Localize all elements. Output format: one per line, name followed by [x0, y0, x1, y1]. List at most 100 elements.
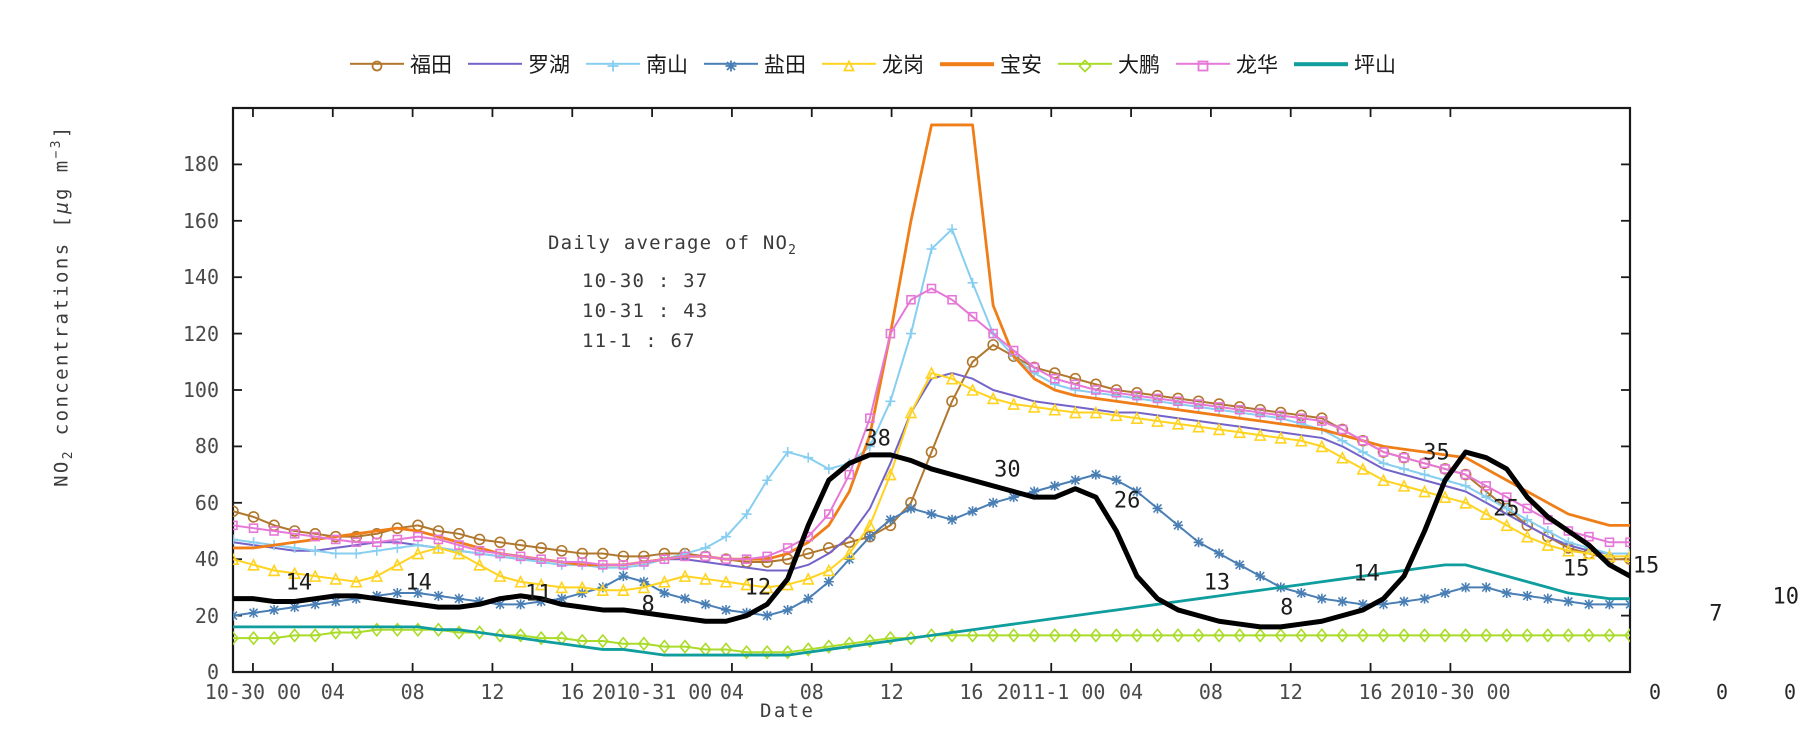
legend-item-0[interactable]: 福田 — [350, 49, 452, 79]
star-marker-icon — [762, 610, 773, 621]
legend-item-label: 宝安 — [1000, 53, 1042, 77]
star-marker-icon — [1049, 480, 1060, 491]
triangle-marker-icon — [1233, 425, 1246, 439]
star-marker-icon — [597, 582, 608, 593]
diamond-marker-icon — [514, 628, 527, 643]
circle-marker-icon — [1316, 412, 1328, 425]
circle-marker-icon — [473, 533, 486, 546]
diamond-marker-icon — [884, 630, 897, 646]
diamond-marker-icon — [233, 630, 240, 646]
triangle-marker-icon — [884, 467, 897, 481]
square-marker-icon — [474, 545, 485, 556]
star-marker-icon — [1152, 503, 1163, 514]
triangle-marker-icon — [740, 577, 753, 591]
legend-item-5[interactable]: 宝安 — [940, 49, 1042, 79]
square-marker-icon — [1584, 531, 1594, 542]
square-marker-icon — [1152, 393, 1163, 404]
circle-marker-icon — [555, 544, 568, 557]
triangle-marker-icon — [1048, 402, 1062, 416]
square-marker-icon — [1460, 469, 1471, 480]
circle-marker-icon — [514, 539, 527, 551]
circle-marker-icon — [453, 528, 465, 540]
star-marker-icon — [556, 593, 567, 604]
square-marker-icon — [330, 534, 341, 545]
square-marker-icon — [1008, 345, 1019, 356]
star-marker-icon — [495, 599, 506, 610]
daily-average-annotation: Daily average of NO2 10-30 : 37 10-31 : … — [548, 228, 797, 356]
legend-item-2[interactable]: 南山 — [586, 49, 688, 79]
legend-line-sample-icon — [586, 54, 640, 74]
diamond-marker-icon — [843, 636, 856, 652]
legend-item-label: 龙岗 — [882, 53, 924, 77]
triangle-marker-icon — [1130, 411, 1144, 425]
legend-line-sample-icon — [350, 54, 404, 74]
square-marker-icon — [1419, 458, 1430, 469]
triangle-marker-icon — [658, 574, 671, 588]
square-marker-icon — [1029, 362, 1040, 373]
diamond-marker-icon — [1151, 628, 1164, 643]
star-marker-icon — [1501, 588, 1512, 599]
square-marker-icon — [1111, 388, 1122, 398]
triangle-marker-icon — [719, 574, 733, 588]
legend-item-8[interactable]: 坪山 — [1294, 49, 1396, 79]
star-marker-icon — [679, 593, 690, 604]
triangle-marker-icon — [1069, 405, 1082, 419]
square-marker-icon — [372, 537, 382, 548]
star-marker-icon — [782, 604, 793, 615]
square-marker-icon — [413, 531, 423, 542]
square-marker-icon — [515, 551, 526, 562]
plus-marker-icon — [392, 542, 403, 553]
diamond-marker-icon — [1089, 628, 1102, 643]
circle-marker-icon — [1624, 553, 1630, 565]
star-marker-icon — [310, 599, 321, 610]
triangle-marker-icon — [1459, 496, 1472, 509]
plus-marker-icon — [782, 447, 793, 458]
square-marker-icon — [988, 328, 998, 339]
star-marker-icon — [1255, 571, 1266, 582]
square-marker-icon — [639, 557, 649, 567]
legend-item-7[interactable]: 龙华 — [1176, 49, 1278, 79]
triangle-marker-icon — [1192, 419, 1205, 433]
diamond-marker-icon — [494, 628, 507, 643]
plus-marker-icon — [351, 548, 362, 559]
legend-item-label: 南山 — [646, 53, 688, 77]
legend-item-6[interactable]: 大鹏 — [1058, 49, 1160, 79]
square-marker-icon — [1214, 402, 1224, 412]
diamond-marker-icon — [350, 625, 363, 640]
star-marker-icon — [289, 602, 300, 613]
legend-item-3[interactable]: 盐田 — [704, 49, 806, 79]
star-marker-icon — [1214, 548, 1225, 559]
square-marker-icon — [536, 554, 546, 565]
legend-item-1[interactable]: 罗湖 — [468, 49, 570, 79]
triangle-marker-icon — [1520, 529, 1534, 543]
plus-marker-icon — [1357, 447, 1368, 458]
square-marker-icon — [1625, 537, 1630, 548]
legend-item-label: 大鹏 — [1118, 53, 1160, 77]
plus-marker-icon — [947, 224, 958, 235]
plus-marker-icon — [1481, 492, 1492, 503]
diamond-marker-icon — [1541, 628, 1554, 643]
triangle-marker-icon — [370, 569, 384, 582]
plus-marker-icon — [1049, 379, 1060, 390]
square-marker-icon — [1255, 407, 1266, 418]
square-marker-icon — [1440, 464, 1450, 474]
star-marker-icon — [1193, 537, 1204, 548]
circle-marker-icon — [1398, 451, 1410, 464]
triangle-marker-icon — [267, 563, 281, 577]
diamond-marker-icon — [1069, 628, 1082, 643]
star-marker-icon — [1070, 475, 1081, 486]
square-marker-icon — [1197, 58, 1210, 72]
square-marker-icon — [1317, 416, 1327, 426]
square-marker-icon — [1481, 481, 1491, 491]
triangle-marker-icon — [637, 580, 651, 594]
plus-marker-icon — [1399, 463, 1410, 474]
triangle-marker-icon — [822, 563, 836, 577]
legend-item-4[interactable]: 龙岗 — [822, 49, 924, 79]
diamond-marker-icon — [432, 622, 445, 637]
diamond-marker-icon — [1048, 628, 1061, 643]
diamond-marker-icon — [1078, 58, 1092, 73]
diamond-marker-icon — [473, 625, 486, 640]
triangle-marker-icon — [801, 572, 815, 585]
circle-marker-icon — [1418, 457, 1431, 470]
